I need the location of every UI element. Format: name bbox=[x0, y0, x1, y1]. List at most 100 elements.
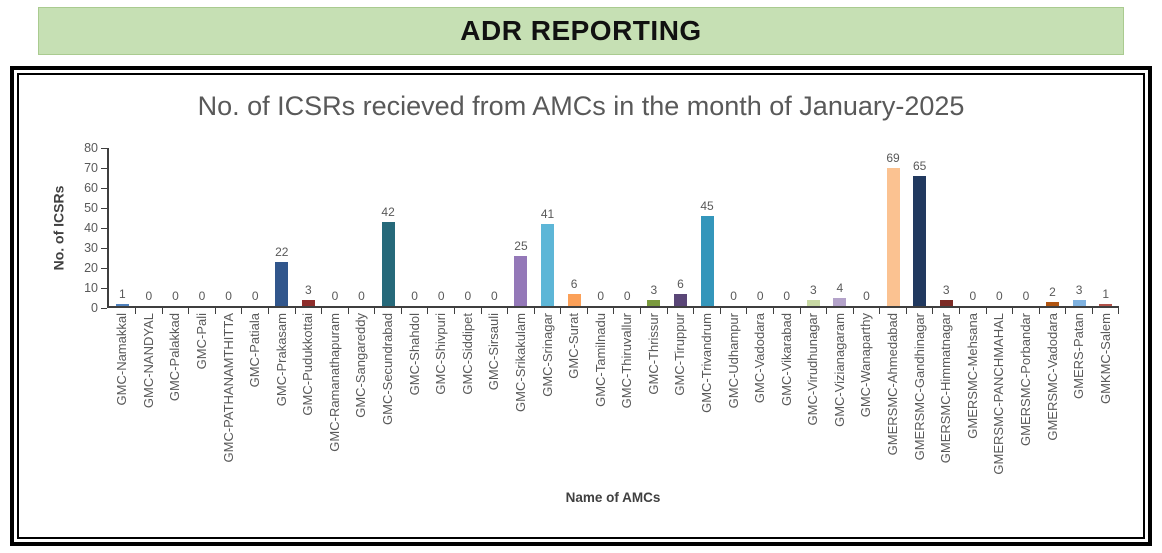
x-axis-label: GMC-Virudhunagar bbox=[805, 313, 821, 426]
x-axis-label: GMC-Sirsauli bbox=[486, 313, 502, 391]
bar-cell: 1 bbox=[1092, 148, 1120, 314]
bar-cell: 45 bbox=[694, 148, 721, 314]
bar-value-label: 22 bbox=[275, 245, 289, 259]
bar-value-label: 65 bbox=[912, 159, 927, 173]
x-axis-label-cell: GMC-Pali bbox=[189, 308, 216, 488]
y-tick-label: 80 bbox=[84, 141, 98, 155]
x-axis-label: GMC-Surat bbox=[566, 313, 582, 379]
bar-cell: 6 bbox=[561, 148, 588, 314]
x-axis-label: GMC-Namakkal bbox=[114, 313, 130, 406]
bar bbox=[647, 300, 661, 306]
bar-value-label: 0 bbox=[331, 289, 339, 303]
bar-cell: 3 bbox=[295, 148, 323, 314]
bar-cell: 41 bbox=[534, 148, 562, 314]
x-tick-mark bbox=[1012, 308, 1014, 314]
bar-cell: 22 bbox=[268, 148, 296, 314]
y-tick-mark bbox=[101, 187, 107, 189]
chart-title: No. of ICSRs recieved from AMCs in the m… bbox=[197, 91, 965, 121]
x-axis-label: GMC-Patiala bbox=[247, 313, 263, 388]
y-tick-mark bbox=[101, 207, 107, 209]
x-tick-mark bbox=[347, 308, 349, 314]
x-axis-label: GMC-PATHANAMTHITTA bbox=[220, 313, 236, 463]
report-header-band: ADR REPORTING bbox=[38, 7, 1124, 55]
x-axis-label: GMC-Ramanathapuram bbox=[326, 313, 342, 452]
x-tick-mark bbox=[879, 308, 881, 314]
x-tick-mark bbox=[586, 308, 588, 314]
y-tick-label: 0 bbox=[91, 301, 98, 315]
x-axis-label: GMC-Tamilnadu bbox=[592, 313, 608, 407]
x-axis-label: GMC-Prakasam bbox=[273, 313, 289, 407]
chart-area: No. of ICSRs recieved from AMCs in the m… bbox=[17, 73, 1145, 539]
bar-cell: 0 bbox=[1013, 148, 1040, 314]
x-axis-label-cell: GMC-Thiruvallur bbox=[614, 308, 641, 488]
x-axis-label-cell: GMC-Sirsauli bbox=[481, 308, 508, 488]
x-axis-label-cell: GMERSMC-Mehsana bbox=[960, 308, 987, 488]
x-tick-mark bbox=[507, 308, 509, 314]
y-tick-mark bbox=[101, 147, 107, 149]
x-axis-label-cell: GMC-Namakkal bbox=[109, 308, 136, 488]
x-tick-mark bbox=[693, 308, 695, 314]
y-tick-label: 70 bbox=[84, 161, 98, 175]
x-tick-mark bbox=[214, 308, 216, 314]
bar-value-label: 0 bbox=[1022, 289, 1030, 303]
bar-value-label: 0 bbox=[251, 289, 259, 303]
bar-value-label: 6 bbox=[677, 277, 684, 291]
bar-cell: 0 bbox=[348, 148, 376, 314]
x-tick-mark bbox=[985, 308, 987, 314]
bar bbox=[541, 224, 555, 306]
bar bbox=[673, 294, 687, 306]
x-tick-mark bbox=[799, 308, 801, 314]
x-axis-label: GMERSMC-Porbandar bbox=[1017, 313, 1033, 446]
bar-value-label: 0 bbox=[358, 289, 365, 303]
x-axis-label: GMC-Vizianagaram bbox=[831, 313, 847, 427]
bar-value-label: 3 bbox=[942, 283, 950, 297]
bar bbox=[514, 256, 528, 306]
bar bbox=[1046, 302, 1060, 306]
x-tick-mark bbox=[560, 308, 562, 314]
bar bbox=[301, 300, 315, 306]
x-tick-mark bbox=[188, 308, 190, 314]
bar-value-label: 0 bbox=[623, 289, 631, 303]
x-axis-label-cell: GMC-Palakkad bbox=[162, 308, 189, 488]
bar-cell: 0 bbox=[242, 148, 269, 314]
bar-cell: 0 bbox=[401, 148, 429, 314]
bar-cell: 69 bbox=[880, 148, 907, 314]
x-tick-mark bbox=[746, 308, 748, 314]
x-axis-label-cell: GMC-Pudukkottai bbox=[295, 308, 322, 488]
x-axis-label-cell: GMC-NANDYAL bbox=[136, 308, 163, 488]
x-axis-label: GMERSMC-Ahmedabad bbox=[885, 313, 901, 456]
chart-frame: No. of ICSRs recieved from AMCs in the m… bbox=[10, 66, 1152, 546]
x-axis-label-cell: GMERS-Patan bbox=[1066, 308, 1093, 488]
bar bbox=[115, 304, 129, 306]
bar-value-label: 0 bbox=[198, 289, 206, 303]
x-tick-mark bbox=[772, 308, 774, 314]
x-axis-label-cell: GMC-Thrissur bbox=[641, 308, 668, 488]
x-axis-label-cell: GMC-PATHANAMTHITTA bbox=[215, 308, 242, 488]
x-axis-label-cell: GMC-Vadodara bbox=[747, 308, 774, 488]
bar-value-label: 0 bbox=[996, 289, 1003, 303]
plot-grid: No. of ICSRs 0 10 20 30 40 50 60 70 80 1 0 0 0 0 0 22 3… bbox=[29, 141, 1133, 505]
x-axis-labels-row: GMC-Namakkal GMC-NANDYAL GMC-Palakkad GMC-P… bbox=[107, 308, 1119, 488]
bar-cell: 42 bbox=[375, 148, 402, 314]
x-axis-label: GMC-Pali bbox=[194, 313, 210, 370]
bar-value-label: 0 bbox=[491, 289, 498, 303]
bar-value-label: 2 bbox=[1049, 285, 1056, 299]
x-axis-label: GMERS-Patan bbox=[1071, 313, 1087, 399]
x-axis-label: GMC-Wanaparthy bbox=[858, 313, 874, 418]
x-axis-label-cell: GMC-Trivandrum bbox=[694, 308, 721, 488]
y-tick-mark bbox=[101, 227, 107, 229]
x-tick-mark bbox=[666, 308, 668, 314]
bar bbox=[567, 294, 581, 306]
bar-value-label: 6 bbox=[570, 277, 578, 291]
bar-value-label: 42 bbox=[381, 205, 395, 219]
x-axis-label-cell: GMC-Prakasam bbox=[268, 308, 295, 488]
bar-value-label: 0 bbox=[969, 289, 977, 303]
x-tick-mark bbox=[427, 308, 429, 314]
bar-cell: 0 bbox=[587, 148, 615, 314]
bar bbox=[833, 298, 847, 306]
x-axis-label: GMC-Udhampur bbox=[725, 313, 741, 409]
bars-row: 1 0 0 0 0 0 22 3 0 0 42 0 0 0 0 25 41 6 0 0 3 6 45 0 0 0 3 4 0 69 65 3 0… bbox=[107, 148, 1120, 314]
bar-cell: 0 bbox=[986, 148, 1014, 314]
bar-value-label: 4 bbox=[836, 281, 844, 295]
x-axis-label-cell: GMC-Srinagar bbox=[534, 308, 561, 488]
